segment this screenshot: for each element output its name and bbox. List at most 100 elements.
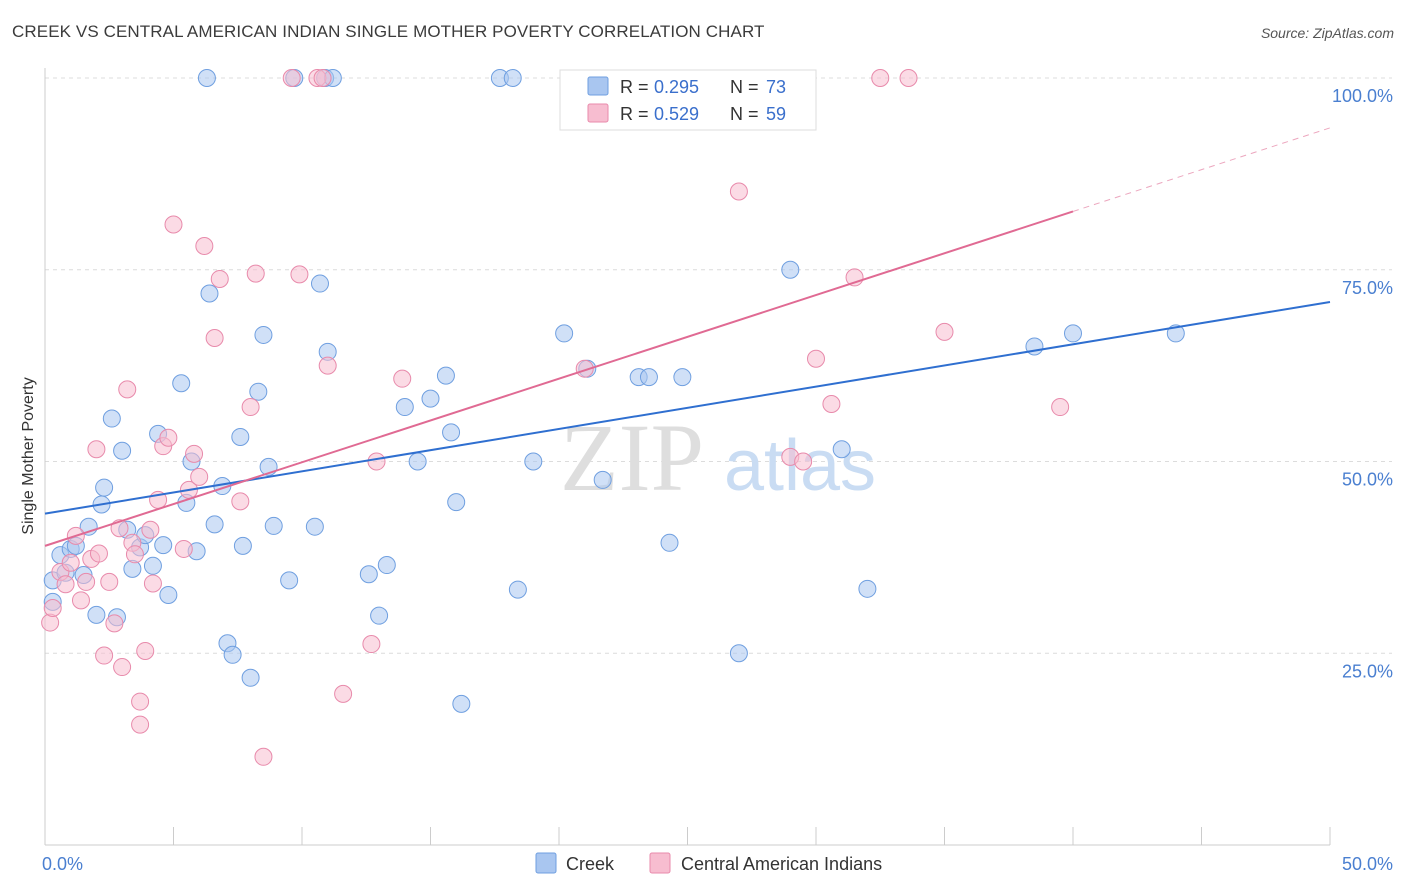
data-point [447, 493, 466, 512]
data-point [164, 215, 183, 234]
data-point [318, 356, 337, 375]
y-tick-labels: 25.0% 50.0% 75.0% 100.0% [1332, 86, 1393, 681]
data-point [508, 580, 527, 599]
legend-swatch-creek [587, 76, 609, 96]
data-point [660, 533, 679, 552]
data-point [421, 389, 440, 408]
data-point [136, 641, 155, 660]
data-point [141, 520, 160, 539]
x-tick-labels: 0.0% 50.0% [42, 854, 1393, 874]
legend-n-label-creek: N = [730, 77, 759, 97]
legend-r-label-cai: R = [620, 104, 649, 124]
y-tick-label: 75.0% [1342, 278, 1393, 298]
data-point [254, 747, 273, 766]
series-creek-points [43, 69, 1185, 713]
data-point [310, 274, 329, 293]
data-point [241, 398, 260, 417]
data-point [639, 368, 658, 387]
data-point [105, 614, 124, 633]
data-point [125, 545, 144, 564]
data-point [822, 394, 841, 413]
data-point [131, 715, 150, 734]
trend-lines [44, 127, 1331, 547]
data-point [223, 645, 242, 664]
gridlines [45, 77, 1392, 654]
data-point [280, 571, 299, 590]
data-point [231, 492, 250, 511]
data-point [210, 269, 229, 288]
data-point [131, 692, 150, 711]
data-point [200, 284, 219, 303]
data-point [524, 452, 543, 471]
y-tick-label: 50.0% [1342, 470, 1393, 490]
x-tick-label-max: 50.0% [1342, 854, 1393, 874]
data-point [673, 368, 692, 387]
data-point [359, 565, 378, 584]
data-point [61, 553, 80, 572]
data-point [233, 536, 252, 555]
legend-r-value-creek: 0.295 [654, 77, 699, 97]
data-point [334, 684, 353, 703]
data-point [87, 440, 106, 459]
data-point [794, 452, 813, 471]
legend-bottom-label-creek: Creek [566, 854, 615, 874]
data-point [393, 369, 412, 388]
legend-n-label-cai: N = [730, 104, 759, 124]
trend-line-extension [1072, 127, 1331, 212]
data-point [190, 467, 209, 486]
data-point [56, 575, 75, 594]
data-point [935, 322, 954, 341]
data-point [159, 428, 178, 447]
data-point [102, 409, 121, 428]
data-point [95, 478, 114, 497]
data-point [43, 598, 62, 617]
data-point [174, 539, 193, 558]
data-point [858, 579, 877, 598]
trend-line [44, 300, 1331, 515]
legend-n-value-cai: 59 [766, 104, 786, 124]
source-label: Source: ZipAtlas.com [1260, 25, 1394, 41]
data-point [832, 440, 851, 459]
legend-bottom-swatch-cai [649, 852, 671, 874]
data-point [395, 398, 414, 417]
data-point [1166, 324, 1185, 343]
data-point [575, 359, 594, 378]
legend-bottom-swatch-creek [535, 852, 557, 874]
data-point [593, 470, 612, 489]
data-point [362, 635, 381, 654]
trend-line [44, 210, 1074, 547]
data-point [154, 536, 173, 555]
data-point [118, 380, 137, 399]
data-point [197, 69, 216, 87]
data-point [313, 69, 332, 87]
data-point [246, 264, 265, 283]
data-point [159, 585, 178, 604]
data-point [729, 182, 748, 201]
data-point [71, 591, 90, 610]
data-point [899, 69, 918, 87]
data-point [442, 423, 461, 442]
data-point [205, 329, 224, 348]
data-point [807, 349, 825, 368]
data-point [143, 556, 162, 575]
legend-stats: R = 0.295 N = 73 R = 0.529 N = 59 [559, 69, 817, 131]
data-point [249, 382, 268, 401]
data-point [871, 69, 890, 87]
data-point [367, 452, 386, 471]
data-point [436, 366, 455, 385]
data-point [290, 265, 309, 284]
data-point [195, 236, 214, 255]
y-tick-label: 25.0% [1342, 661, 1393, 681]
data-point [172, 374, 191, 393]
data-point [408, 452, 427, 471]
data-point [231, 427, 250, 446]
data-point [87, 605, 106, 624]
data-point [185, 444, 204, 463]
data-point [377, 556, 396, 575]
data-point [254, 325, 273, 344]
x-tick-label-min: 0.0% [42, 854, 83, 874]
data-point [1051, 398, 1070, 417]
legend-r-label-creek: R = [620, 77, 649, 97]
watermark-zip: ZIP [560, 404, 704, 511]
legend-r-value-cai: 0.529 [654, 104, 699, 124]
